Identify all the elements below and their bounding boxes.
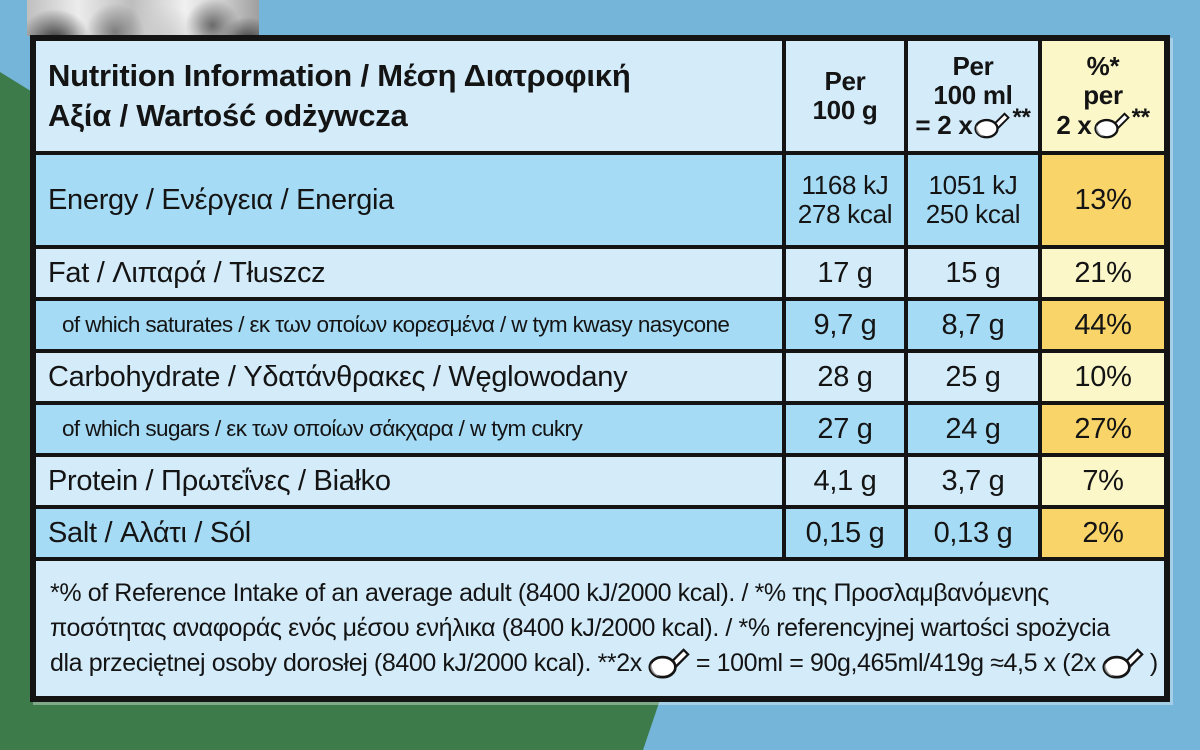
value-saturates-percent: 44% bbox=[1042, 301, 1164, 349]
value-carbohydrate-percent: 10% bbox=[1042, 353, 1164, 401]
scoop-icon bbox=[648, 648, 690, 679]
col-header-per-100g: Per 100 g bbox=[786, 41, 904, 151]
table-title: Nutrition Information / Μέση Διατροφική … bbox=[36, 41, 782, 151]
value-sugars-percent: 27% bbox=[1042, 405, 1164, 453]
value-salt-percent: 2% bbox=[1042, 509, 1164, 557]
value-protein-percent: 7% bbox=[1042, 457, 1164, 505]
footnote-line3-text3: ) bbox=[1149, 649, 1158, 677]
value-protein-per-100ml: 3,7 g bbox=[908, 457, 1038, 505]
value-fat-per-100ml: 15 g bbox=[908, 249, 1038, 297]
footnote-line3: dla przeciętnej osoby dorosłej (8400 kJ/… bbox=[50, 646, 1158, 681]
photo-fragment bbox=[27, 0, 259, 36]
nutrient-label-saturates: of which saturates / εκ των οποίων κορεσ… bbox=[36, 301, 782, 349]
value-energy-per-100ml: 1051 kJ 250 kcal bbox=[908, 155, 1038, 245]
value-saturates-per-100ml: 8,7 g bbox=[908, 301, 1038, 349]
nutrient-label-fat: Fat / Λιπαρά / Tłuszcz bbox=[36, 249, 782, 297]
col-header-per-100ml-stars: ** bbox=[1012, 104, 1031, 132]
nutrient-label-salt: Salt / Αλάτι / Sól bbox=[36, 509, 782, 557]
value-carbohydrate-per-100ml: 25 g bbox=[908, 353, 1038, 401]
footnote: *% of Reference Intake of an average adu… bbox=[36, 561, 1164, 696]
value-fat-per-100g: 17 g bbox=[786, 249, 904, 297]
col-header-percent: %* per 2 x ** bbox=[1042, 41, 1164, 151]
nutrient-label-energy: Energy / Ενέργεια / Energia bbox=[36, 155, 782, 245]
value-sugars-per-100ml: 24 g bbox=[908, 405, 1038, 453]
footnote-line3-text2: = 100ml = 90g,465ml/419g ≈4,5 x (2x bbox=[695, 649, 1096, 677]
col-header-per-100g-label: Per 100 g bbox=[812, 66, 878, 125]
value-energy-per-100g: 1168 kJ 278 kcal bbox=[786, 155, 904, 245]
col-header-per-100ml: Per 100 ml = 2 x ** bbox=[908, 41, 1038, 151]
scoop-icon bbox=[1093, 112, 1130, 139]
col-header-percent-stars: ** bbox=[1131, 104, 1150, 132]
col-header-per-100ml-label: Per 100 ml bbox=[933, 51, 1013, 110]
footnote-line3-text1: dla przeciętnej osoby dorosłej (8400 kJ/… bbox=[50, 649, 642, 677]
footnote-line1: *% of Reference Intake of an average adu… bbox=[50, 579, 1049, 607]
nutrient-label-sugars: of which sugars / εκ των οποίων σάκχαρα … bbox=[36, 405, 782, 453]
scoop-icon bbox=[1102, 648, 1144, 679]
col-header-per-100ml-equiv: = 2 x bbox=[915, 110, 973, 141]
nutrient-label-protein: Protein / Πρωτεΐνες / Białko bbox=[36, 457, 782, 505]
footnote-line2: ποσότητας αναφοράς ενός μέσου ενήλικα (8… bbox=[50, 614, 1110, 642]
value-carbohydrate-per-100g: 28 g bbox=[786, 353, 904, 401]
nutrition-table: Nutrition Information / Μέση Διατροφική … bbox=[30, 35, 1170, 702]
nutrient-label-carbohydrate: Carbohydrate / Υδατάνθρακες / Węglowodan… bbox=[36, 353, 782, 401]
col-header-percent-label: %* per bbox=[1083, 51, 1123, 110]
value-fat-percent: 21% bbox=[1042, 249, 1164, 297]
value-sugars-per-100g: 27 g bbox=[786, 405, 904, 453]
value-salt-per-100g: 0,15 g bbox=[786, 509, 904, 557]
scoop-icon bbox=[974, 112, 1011, 139]
value-protein-per-100g: 4,1 g bbox=[786, 457, 904, 505]
col-header-percent-equiv: 2 x bbox=[1056, 110, 1092, 141]
value-energy-percent: 13% bbox=[1042, 155, 1164, 245]
value-saturates-per-100g: 9,7 g bbox=[786, 301, 904, 349]
value-salt-per-100ml: 0,13 g bbox=[908, 509, 1038, 557]
